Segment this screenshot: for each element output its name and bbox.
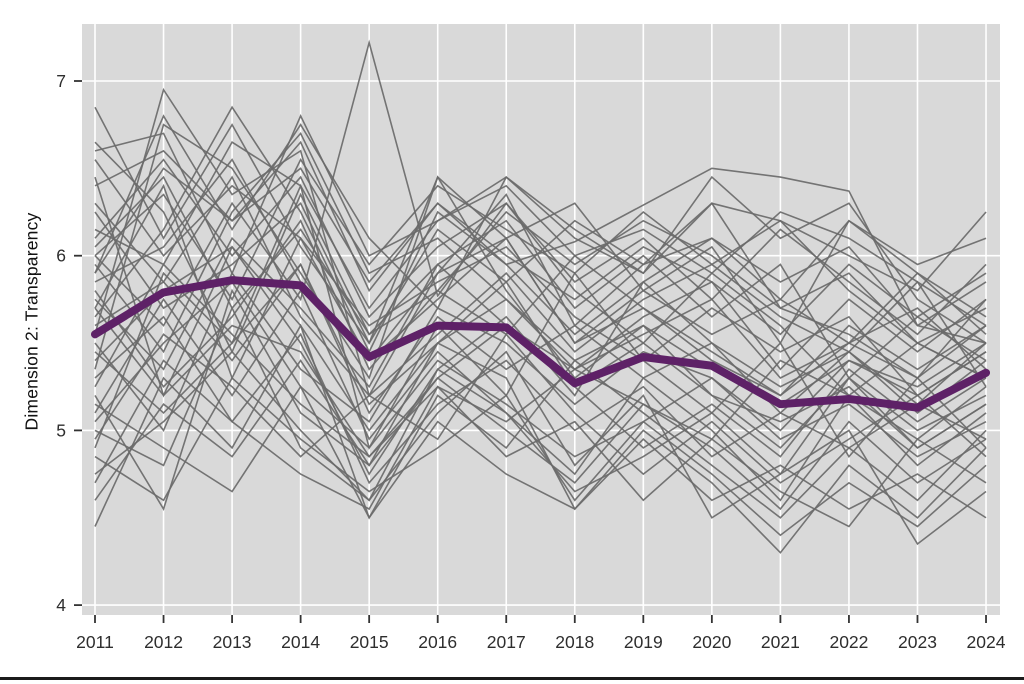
line-05: [94, 323, 987, 527]
line-41: [94, 175, 987, 380]
y-tick-label-6: 6: [56, 246, 66, 266]
line-08: [94, 183, 987, 381]
y-tick-label-7: 7: [56, 71, 66, 91]
x-tick-label-2019: 2019: [624, 632, 663, 652]
line-04: [94, 140, 987, 344]
x-tick-label-2014: 2014: [281, 632, 320, 652]
line-17: [94, 158, 987, 336]
line-23: [94, 376, 987, 537]
x-tick-label-2015: 2015: [350, 632, 389, 652]
line-15: [94, 288, 987, 502]
line-18: [94, 359, 987, 528]
x-tick-label-2020: 2020: [692, 632, 731, 652]
line-31: [94, 201, 987, 345]
x-tick-label-2017: 2017: [487, 632, 526, 652]
x-tick-label-2011: 2011: [76, 632, 114, 652]
x-tick-label-2024: 2024: [967, 632, 1006, 652]
y-tick-label-4: 4: [56, 595, 66, 615]
line-36: [94, 262, 987, 415]
y-tick-label-5: 5: [56, 420, 66, 440]
x-tick-label-2012: 2012: [144, 632, 183, 652]
line-42: [94, 350, 987, 502]
line-32: [94, 359, 987, 511]
x-tick-label-2022: 2022: [829, 632, 868, 652]
x-tick-label-2013: 2013: [213, 632, 252, 652]
line-14: [94, 141, 987, 380]
x-tick-label-2018: 2018: [555, 632, 594, 652]
x-tick-label-2016: 2016: [418, 632, 457, 652]
plot-panel: [82, 24, 1000, 615]
line-35: [94, 149, 987, 336]
line-27: [94, 385, 987, 520]
line-20: [94, 175, 987, 397]
line-34: [94, 280, 987, 458]
line-12: [94, 306, 987, 546]
x-tick-label-2021: 2021: [761, 632, 800, 652]
line-37: [94, 332, 987, 484]
mean-line: [91, 276, 991, 412]
x-tick-label-2023: 2023: [898, 632, 937, 652]
line-39: [94, 245, 987, 432]
y-axis-title: Dimension 2: Transparency: [21, 212, 42, 431]
bottom-rule: [0, 677, 1024, 680]
line-33: [94, 158, 987, 362]
line-40: [94, 307, 987, 458]
line-28: [94, 159, 987, 397]
line-38: [94, 141, 987, 327]
